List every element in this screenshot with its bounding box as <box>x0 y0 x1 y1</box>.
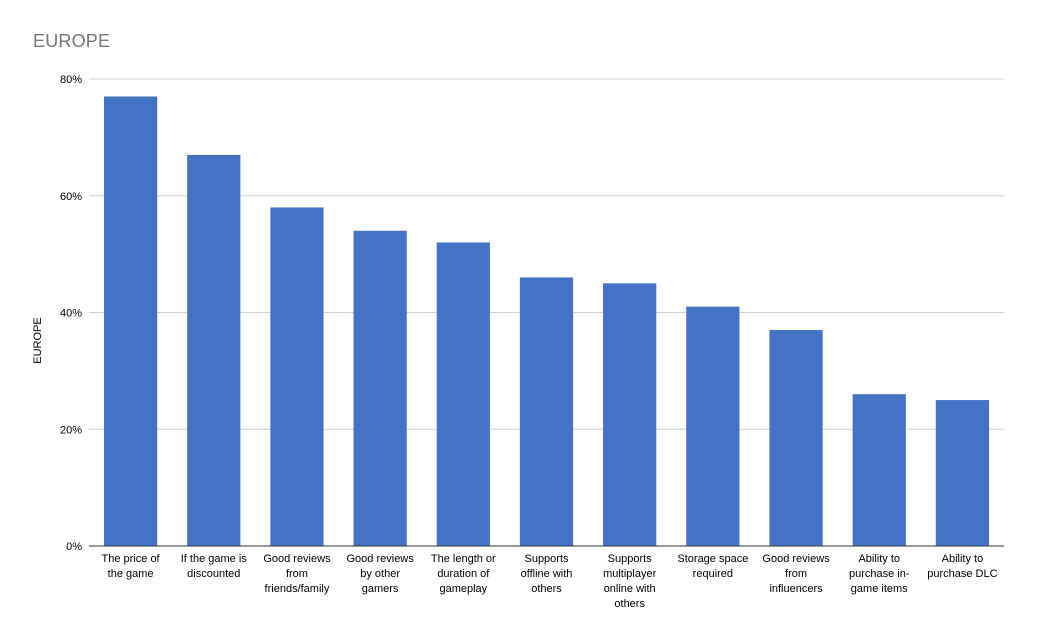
bar <box>187 154 241 546</box>
bar <box>852 394 906 546</box>
bar <box>603 283 657 546</box>
chart-title: EUROPE <box>33 31 111 51</box>
bar <box>935 400 990 546</box>
y-tick-label: 80% <box>60 74 82 86</box>
bar <box>769 330 823 546</box>
y-tick-label: 20% <box>60 424 82 436</box>
x-category-label: Ability to purchase in-game items <box>849 553 910 595</box>
x-category-label: Supports multiplayer online with others <box>603 553 657 610</box>
bar <box>270 207 324 547</box>
bars <box>103 96 990 547</box>
y-axis-label: EUROPE <box>32 317 44 363</box>
x-category-label: Supports offline with others <box>521 553 573 595</box>
x-category-label: Good reviews from influencers <box>762 553 830 595</box>
x-category-label: If the game is discounted <box>181 553 248 580</box>
x-category-label: Storage space required <box>677 553 748 580</box>
bar <box>519 277 574 546</box>
bar <box>353 230 407 546</box>
x-category-label: Ability to purchase DLC <box>927 553 997 580</box>
bar <box>436 242 490 546</box>
y-tick-label: 40% <box>60 308 82 320</box>
y-tick-label: 60% <box>60 191 82 203</box>
bar <box>686 306 740 546</box>
x-category-label: Good reviews from friends/family <box>263 553 331 595</box>
x-category-label: Good reviews by other gamers <box>347 553 415 595</box>
x-category-label: The price of the game <box>102 553 161 580</box>
axes: 0% 20% 40% 60% 80% The price of the game If the… <box>60 74 1004 610</box>
bar <box>103 96 158 546</box>
x-category-label: The length or duration of gameplay <box>431 553 496 595</box>
y-tick-label: 0% <box>66 541 82 553</box>
